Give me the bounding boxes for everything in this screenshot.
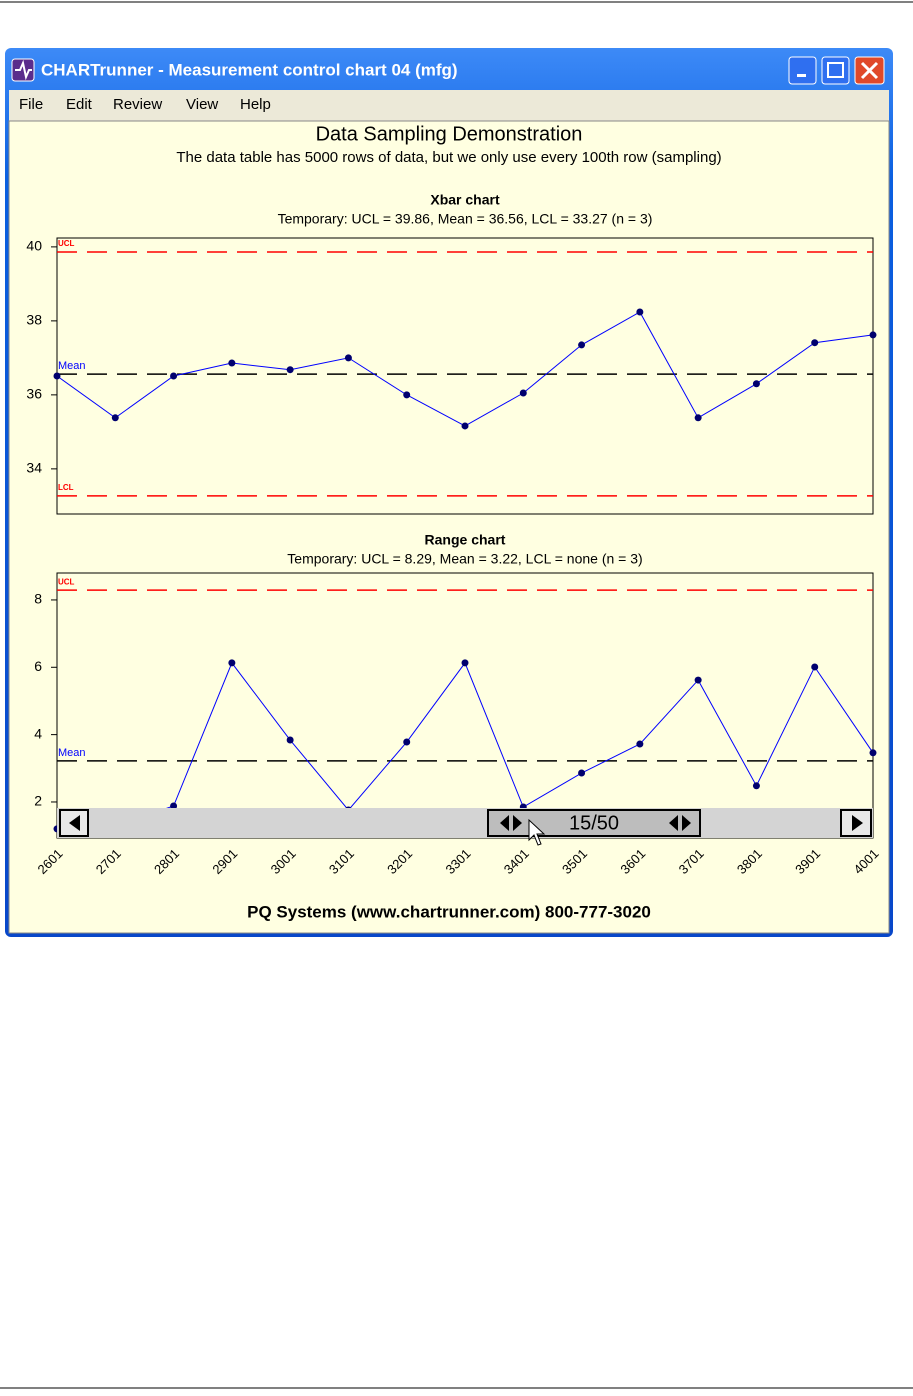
data-point bbox=[403, 391, 411, 399]
data-point bbox=[461, 659, 469, 667]
y-tick-label: 8 bbox=[34, 591, 42, 607]
data-point bbox=[578, 769, 586, 777]
menu-item[interactable]: Review bbox=[113, 96, 162, 113]
page-title: Data Sampling Demonstration bbox=[316, 123, 583, 145]
scroll-position: 15/50 bbox=[569, 812, 619, 834]
data-point bbox=[403, 738, 411, 746]
data-point bbox=[111, 414, 119, 422]
app-icon bbox=[11, 58, 35, 82]
data-point bbox=[869, 749, 877, 757]
control-limit-label: Mean bbox=[58, 747, 86, 759]
data-point bbox=[869, 331, 877, 339]
menu-bar: File Edit Review View Help bbox=[19, 96, 271, 113]
control-limit-label: LCL bbox=[58, 483, 74, 492]
maximize-glyph bbox=[827, 62, 844, 78]
chart-subtitle: Temporary: UCL = 39.86, Mean = 36.56, LC… bbox=[278, 211, 653, 227]
data-point bbox=[636, 740, 644, 748]
data-point bbox=[286, 736, 294, 744]
data-point bbox=[461, 422, 469, 430]
maximize-button[interactable] bbox=[821, 56, 850, 85]
data-point bbox=[752, 782, 760, 790]
y-tick-label: 34 bbox=[26, 460, 42, 476]
scroll-thumb[interactable] bbox=[487, 809, 701, 837]
data-point bbox=[228, 659, 236, 667]
y-tick-label: 40 bbox=[26, 238, 42, 254]
scroll-right-glyph bbox=[852, 815, 863, 831]
data-point bbox=[811, 663, 819, 671]
data-point bbox=[694, 676, 702, 684]
data-point bbox=[519, 389, 527, 397]
y-tick-label: 36 bbox=[26, 386, 42, 402]
minimize-button[interactable] bbox=[788, 56, 817, 85]
scroll-track[interactable] bbox=[57, 808, 873, 838]
chart-area bbox=[8, 120, 890, 934]
data-point bbox=[286, 366, 294, 374]
data-point bbox=[344, 354, 352, 362]
menu-item[interactable]: Help bbox=[240, 96, 271, 113]
control-limit-label: UCL bbox=[58, 577, 75, 586]
page-subtitle: The data table has 5000 rows of data, bu… bbox=[176, 149, 721, 166]
mouse-cursor bbox=[528, 818, 546, 846]
menu-item[interactable]: File bbox=[19, 96, 43, 113]
menu-item[interactable]: Edit bbox=[66, 96, 93, 113]
minimize-glyph bbox=[797, 74, 806, 77]
y-tick-label: 2 bbox=[34, 793, 42, 809]
y-tick-label: 6 bbox=[34, 658, 42, 674]
chart-subtitle: Temporary: UCL = 8.29, Mean = 3.22, LCL … bbox=[287, 551, 642, 567]
y-tick-label: 38 bbox=[26, 312, 42, 328]
menu-item[interactable]: View bbox=[186, 96, 218, 113]
data-point bbox=[636, 308, 644, 316]
scrollbar[interactable]: 15/50 bbox=[57, 808, 873, 838]
chart-title: Xbar chart bbox=[430, 192, 500, 208]
data-point bbox=[694, 414, 702, 422]
data-point bbox=[170, 802, 178, 810]
control-limit-label: UCL bbox=[58, 239, 75, 248]
data-point bbox=[811, 339, 819, 347]
data-point bbox=[228, 359, 236, 367]
y-tick-label: 4 bbox=[34, 725, 42, 741]
chart: Xbar chart Temporary: UCL = 39.86, Mean =… bbox=[26, 192, 877, 515]
data-point bbox=[170, 372, 178, 380]
close-glyph bbox=[860, 61, 879, 80]
chart-title: Range chart bbox=[425, 532, 506, 548]
control-limit-label: Mean bbox=[58, 360, 86, 372]
window-title: CHARTrunner - Measurement control chart … bbox=[41, 60, 458, 79]
app-icon-glyph bbox=[15, 59, 32, 81]
data-point bbox=[578, 341, 586, 349]
scroll-left-glyph bbox=[69, 815, 80, 831]
data-point bbox=[53, 372, 61, 380]
footer: PQ Systems (www.chartrunner.com) 800-777… bbox=[247, 902, 651, 921]
data-point bbox=[752, 380, 760, 388]
